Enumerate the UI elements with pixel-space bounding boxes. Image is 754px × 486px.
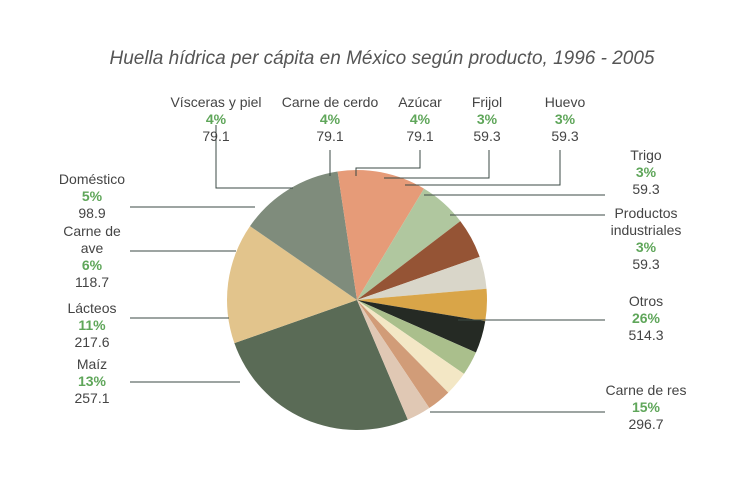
slice-label-percent: 4% [206,111,227,127]
slice-label-percent: 26% [632,310,661,326]
pie-slice [357,288,487,322]
slice-label-value: 79.1 [316,128,343,144]
slice-label-name: Carne de cerdo [282,94,379,110]
slice-label-name: Frijol [472,94,502,110]
slice-label-percent: 11% [78,317,106,333]
slice-label-name: Carne de res [606,382,687,398]
slice-label-name: ave [81,240,104,256]
slice-label-percent: 3% [477,111,498,127]
slice-label-name: Otros [629,293,663,309]
leader-line [405,150,561,186]
slice-label-name: Huevo [545,94,586,110]
slice-label-value: 79.1 [202,128,229,144]
slice-label-value: 59.3 [473,128,500,144]
slice-label-name: Azúcar [398,94,442,110]
slice-label-percent: 13% [78,373,107,389]
slice-label-value: 296.7 [628,416,663,432]
slice-label-name: Lácteos [67,300,116,316]
leader-line [215,125,293,189]
slice-label-percent: 6% [82,257,103,273]
pie-slice [357,300,449,409]
pie-slice [357,188,461,300]
slice-label-value: 59.3 [551,128,578,144]
leader-line [384,150,490,179]
pie-slice [357,300,430,420]
pie-slice [227,226,357,344]
slice-label-name: Carne de [63,223,121,239]
slice-label-percent: 3% [555,111,576,127]
leader-line [355,150,421,176]
slice-label-name: industriales [611,222,682,238]
slice-label-value: 59.3 [632,256,659,272]
slice-label-percent: 15% [632,399,661,415]
pie-slice [357,300,464,393]
pie-slice [337,170,424,300]
slice-label-value: 59.3 [632,181,659,197]
pie-slice [357,221,480,300]
slice-label-value: 257.1 [74,390,109,406]
slice-label-name: Vísceras y piel [170,94,261,110]
pie-slice [234,300,408,431]
slice-label-name: Doméstico [59,171,125,187]
pie-slice [250,171,357,300]
pie-slice [357,256,487,300]
chart-title: Huella hídrica per cápita en México segú… [109,48,654,69]
slice-label-value: 118.7 [75,274,109,290]
pie-slices [227,170,487,431]
slice-label-name: Productos [614,205,677,221]
leader-lines [130,125,605,413]
slice-label-value: 79.1 [406,128,433,144]
slice-label-name: Maíz [77,356,107,372]
slice-label-value: 217.6 [74,334,109,350]
slice-label-value: 514.3 [628,327,663,343]
slice-label-percent: 5% [82,188,103,204]
slice-label-percent: 3% [636,164,657,180]
pie-slice [357,300,486,353]
slice-label-name: Trigo [630,147,662,163]
slice-label-percent: 4% [410,111,431,127]
slice-label-percent: 4% [320,111,341,127]
pie-slice [357,300,476,374]
slice-label-value: 98.9 [78,205,105,221]
slice-label-percent: 3% [636,239,657,255]
